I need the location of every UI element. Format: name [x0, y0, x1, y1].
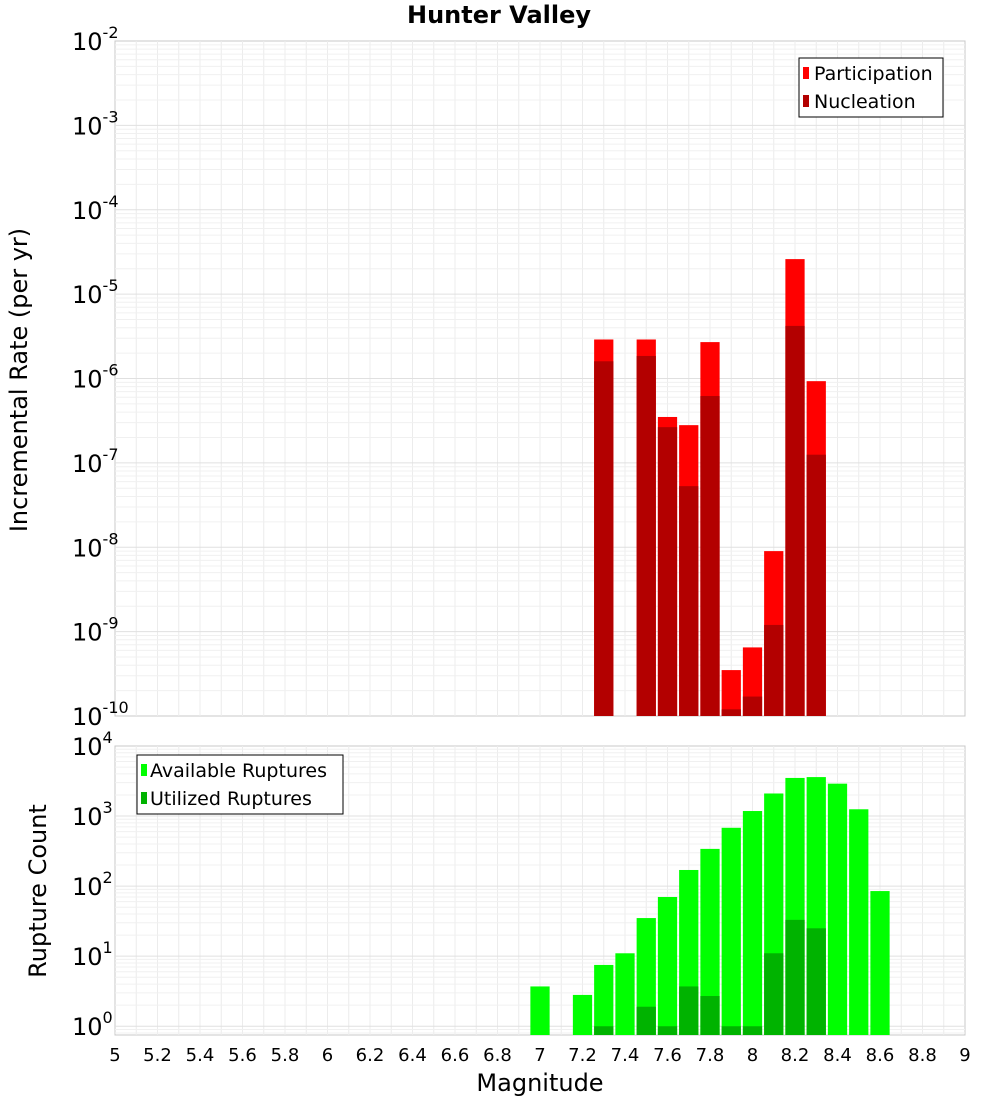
- x-tick-label: 6.2: [356, 1045, 385, 1066]
- x-tick-label: 8.2: [781, 1045, 810, 1066]
- nucleation-bar: [700, 396, 720, 716]
- rate-grid: [115, 41, 965, 716]
- nucleation-bar: [764, 624, 784, 716]
- rate-legend: Participation Nucleation: [798, 57, 944, 118]
- utilized-ruptures-bar: [742, 1026, 763, 1035]
- nucleation-bar: [721, 709, 741, 716]
- x-tick-label: 5.6: [228, 1045, 257, 1066]
- x-tick-label: 6: [322, 1045, 333, 1066]
- rate-y-tick-label: 10-9: [72, 614, 119, 647]
- count-y-ticks: 100 101 102 103 104: [72, 728, 113, 1041]
- rate-y-tick-label: 10-7: [72, 445, 119, 478]
- x-tick-label: 8.8: [908, 1045, 937, 1066]
- x-tick-label: 6.8: [483, 1045, 512, 1066]
- rate-y-tick-label: 10-10: [72, 698, 129, 731]
- participation-bar: [721, 670, 741, 716]
- nucleation-bar: [636, 355, 656, 716]
- utilized-ruptures-bar: [636, 1006, 656, 1035]
- rupture-count-axis-label: Rupture Count: [24, 804, 52, 978]
- rate-legend-box: [798, 57, 944, 118]
- utilized-ruptures-bar: [764, 953, 784, 1035]
- x-tick-label: 8.6: [866, 1045, 895, 1066]
- nucleation-bar: [742, 696, 763, 716]
- x-tick-label: 5: [109, 1045, 120, 1066]
- utilized-legend-label: Utilized Ruptures: [150, 788, 312, 810]
- utilized-ruptures-bar: [721, 1026, 741, 1035]
- available-ruptures-bar: [849, 809, 869, 1035]
- available-ruptures-bar: [636, 918, 656, 1035]
- x-tick-label: 9: [959, 1045, 970, 1066]
- count-y-tick-label: 103: [72, 798, 113, 831]
- x-tick-label: 5.2: [143, 1045, 172, 1066]
- rate-y-tick-label: 10-8: [72, 529, 119, 562]
- rate-y-tick-label: 10-4: [72, 192, 119, 225]
- rate-y-ticks: 10-10 10-9 10-8 10-7 10-6 10-5 10-4 10-3 10-2: [72, 23, 129, 731]
- count-legend: Available Ruptures Utilized Ruptures: [136, 754, 344, 815]
- x-tick-label: 7.6: [653, 1045, 682, 1066]
- nucleation-bar: [657, 427, 678, 716]
- nucleation-bar: [785, 325, 805, 716]
- rate-panel: 10-10 10-9 10-8 10-7 10-6 10-5 10-4 10-3 10-2 In…: [5, 23, 966, 731]
- participation-legend-swatch: [803, 67, 809, 79]
- count-y-tick-label: 100: [72, 1008, 113, 1041]
- count-y-tick-label: 101: [72, 938, 113, 971]
- count-y-tick-label: 102: [72, 868, 113, 901]
- rate-y-tick-label: 10-2: [72, 23, 119, 56]
- x-tick-label: 7: [534, 1045, 545, 1066]
- nucleation-legend-swatch: [803, 95, 809, 107]
- participation-legend-label: Participation: [814, 63, 933, 85]
- x-tick-label: 6.6: [441, 1045, 470, 1066]
- available-ruptures-bar: [721, 827, 741, 1035]
- utilized-legend-swatch: [141, 792, 147, 804]
- available-ruptures-bar: [870, 891, 890, 1035]
- magnitude-axis-label: Magnitude: [476, 1069, 603, 1097]
- available-legend-label: Available Ruptures: [150, 760, 327, 782]
- count-y-tick-label: 104: [72, 728, 113, 761]
- utilized-ruptures-bar: [594, 1026, 614, 1035]
- available-ruptures-bar: [657, 896, 678, 1035]
- utilized-ruptures-bar: [657, 1026, 678, 1035]
- available-ruptures-bar: [700, 848, 720, 1035]
- available-ruptures-bar: [827, 783, 848, 1035]
- x-tick-label: 7.4: [611, 1045, 640, 1066]
- utilized-ruptures-bar: [785, 919, 805, 1035]
- x-tick-label: 8: [747, 1045, 758, 1066]
- available-legend-swatch: [141, 764, 147, 776]
- chart-title: Hunter Valley: [407, 1, 591, 29]
- available-ruptures-bar: [742, 811, 763, 1035]
- available-ruptures-bar: [594, 964, 614, 1035]
- utilized-ruptures-bar: [700, 996, 720, 1035]
- rate-y-tick-label: 10-6: [72, 361, 119, 394]
- available-ruptures-bar: [615, 953, 635, 1035]
- x-tick-label: 6.4: [398, 1045, 427, 1066]
- x-tick-label: 8.4: [823, 1045, 852, 1066]
- available-ruptures-bar: [572, 994, 593, 1035]
- x-tick-label: 5.4: [186, 1045, 215, 1066]
- utilized-ruptures-bar: [679, 986, 699, 1035]
- available-ruptures-bar: [530, 986, 550, 1035]
- rate-y-axis-label: Incremental Rate (per yr): [5, 228, 33, 532]
- x-tick-label: 7.2: [568, 1045, 597, 1066]
- count-bars: [530, 777, 890, 1035]
- x-tick-label: 5.8: [271, 1045, 300, 1066]
- rate-y-tick-label: 10-5: [72, 276, 119, 309]
- nucleation-bar: [594, 361, 614, 716]
- count-panel: 100 101 102 103 104 5 5.2 5.4 5.6 5.8 6 6.2 6.4 6.6 6…: [24, 728, 971, 1097]
- x-tick-label: 7.8: [696, 1045, 725, 1066]
- count-legend-box: [136, 754, 344, 815]
- rate-y-tick-label: 10-3: [72, 107, 119, 140]
- nucleation-bar: [679, 486, 699, 716]
- nucleation-legend-label: Nucleation: [814, 91, 916, 113]
- rate-bars: [594, 259, 826, 716]
- utilized-ruptures-bar: [806, 928, 826, 1035]
- nucleation-bar: [806, 454, 826, 716]
- x-tick-labels: 5 5.2 5.4 5.6 5.8 6 6.2 6.4 6.6 6.8 7 7.2 7.4 7.6 7.8 8…: [109, 1045, 970, 1066]
